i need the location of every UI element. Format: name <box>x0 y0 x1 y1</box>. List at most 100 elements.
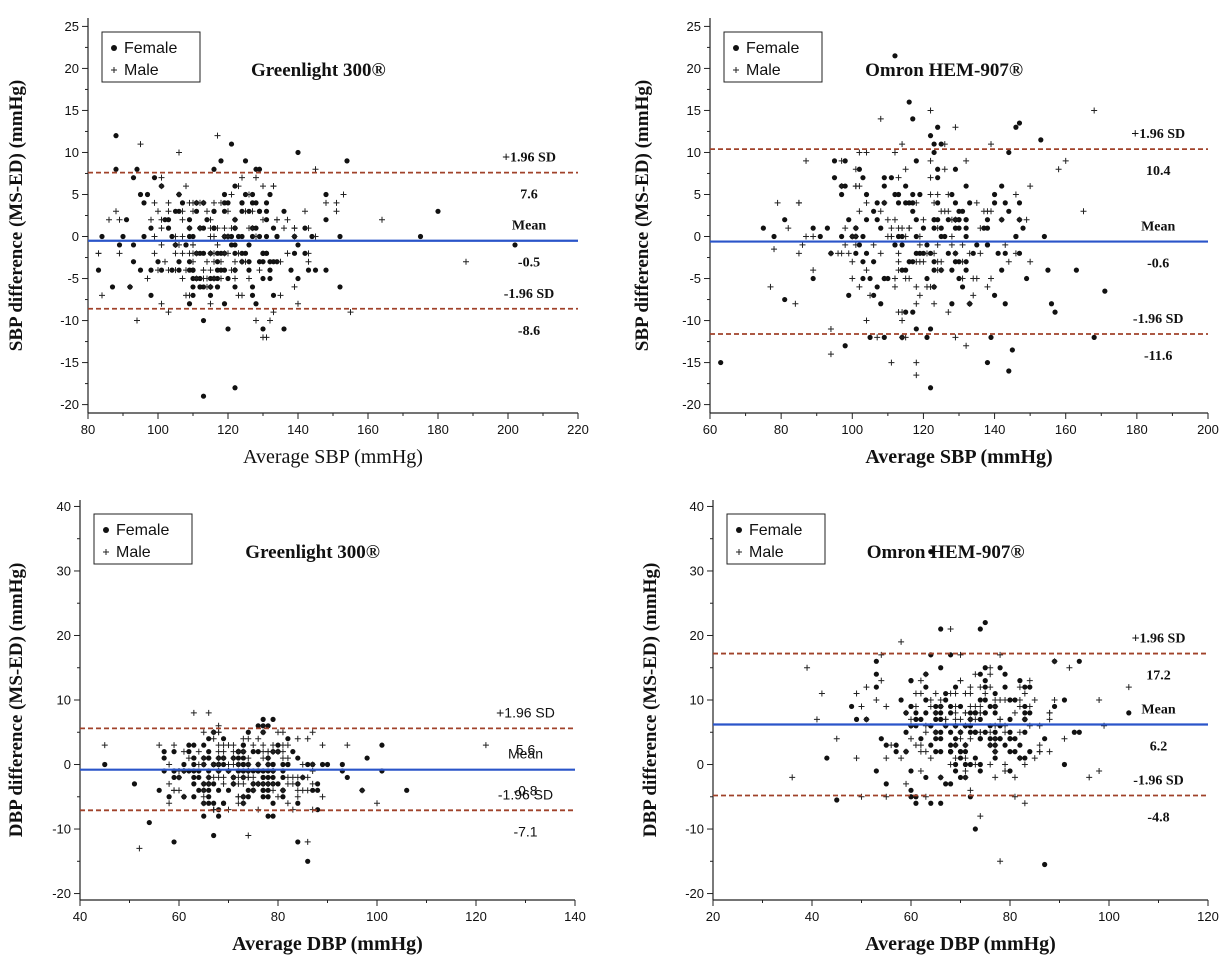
data-point-female <box>984 242 991 248</box>
data-point-male <box>134 317 140 324</box>
data-point-male <box>158 300 165 307</box>
data-point-female <box>270 225 277 231</box>
data-point-female <box>225 275 231 282</box>
data-point-female <box>171 749 177 755</box>
data-point-female <box>113 133 119 139</box>
data-point-male <box>942 716 949 723</box>
data-point-female <box>206 755 212 761</box>
data-point-male <box>982 690 989 697</box>
data-point-male <box>858 703 865 710</box>
data-point-female <box>1027 684 1033 690</box>
data-point-female <box>977 736 983 742</box>
data-point-male <box>952 124 959 131</box>
data-point-male <box>810 267 817 274</box>
data-point-male <box>1026 703 1033 710</box>
data-point-male <box>312 233 319 240</box>
data-point-female <box>908 768 914 774</box>
data-point-female <box>970 250 976 256</box>
data-point-male <box>962 755 969 762</box>
data-point-male <box>973 199 980 206</box>
data-point-female <box>873 658 879 664</box>
data-point-female <box>982 619 988 626</box>
data-point-female <box>938 800 944 806</box>
data-point-female <box>831 158 838 164</box>
data-point-female <box>315 787 321 793</box>
data-point-male <box>281 225 287 232</box>
data-point-female <box>839 191 845 198</box>
data-point-female <box>824 225 830 231</box>
data-point-male <box>179 216 186 223</box>
data-point-female <box>255 723 261 729</box>
data-point-male <box>165 267 172 274</box>
data-point-female <box>956 217 962 223</box>
data-point-female <box>260 774 266 781</box>
data-point-male <box>239 292 245 299</box>
data-point-male <box>899 309 906 316</box>
data-point-male <box>180 793 187 800</box>
data-point-male <box>171 742 178 749</box>
data-point-female <box>246 208 252 214</box>
data-point-female <box>927 385 934 391</box>
data-point-female <box>972 826 978 832</box>
data-point-female <box>963 233 969 240</box>
reference-line-label: -1.96 SD <box>504 287 555 302</box>
data-point-female <box>928 549 934 555</box>
data-point-female <box>856 166 863 172</box>
data-point-female <box>225 326 231 332</box>
data-point-male <box>305 258 312 265</box>
data-point-female <box>249 191 256 198</box>
data-point-male <box>785 225 792 232</box>
data-point-female <box>860 233 866 240</box>
data-point-male <box>172 233 179 240</box>
data-point-female <box>270 800 276 806</box>
y-axis-label: SBP difference (MS-ED) (mmHg) <box>632 80 653 351</box>
y-tick-label: 5 <box>694 187 701 202</box>
data-point-female <box>910 208 916 214</box>
data-point-male <box>977 225 984 232</box>
data-point-female <box>151 175 158 181</box>
data-point-male <box>260 729 267 736</box>
data-point-female <box>952 761 959 768</box>
data-point-male <box>156 742 163 749</box>
data-point-female <box>1022 755 1028 761</box>
data-point-female <box>903 183 909 189</box>
data-point-female <box>957 749 964 755</box>
data-point-female <box>933 716 939 722</box>
data-point-male <box>873 697 880 703</box>
data-point-female <box>176 267 182 273</box>
data-point-female <box>810 275 816 282</box>
data-point-male <box>1016 729 1023 736</box>
data-point-male <box>941 166 948 173</box>
y-tick-label: -10 <box>52 822 71 837</box>
data-point-female <box>898 697 904 703</box>
data-point-male <box>987 761 994 768</box>
data-point-female <box>123 217 130 223</box>
data-point-male <box>275 748 281 755</box>
data-point-female <box>948 749 954 755</box>
data-point-male <box>210 735 217 742</box>
data-point-female <box>263 208 270 214</box>
data-point-female <box>171 774 177 781</box>
scatter-points <box>101 709 489 864</box>
data-point-female <box>863 191 870 198</box>
data-point-male <box>881 199 888 206</box>
data-point-female <box>931 267 937 273</box>
data-point-male <box>795 199 802 206</box>
data-point-female <box>200 250 207 256</box>
data-point-male <box>767 283 774 290</box>
data-point-female <box>982 665 988 671</box>
data-point-female <box>918 736 924 742</box>
data-point-female <box>232 385 238 391</box>
data-point-male <box>347 309 354 316</box>
data-point-male <box>888 225 895 232</box>
data-point-female <box>959 208 966 214</box>
reference-line-label: -1.96 SD <box>1133 773 1184 788</box>
data-point-female <box>265 774 271 781</box>
data-point-male <box>908 735 914 742</box>
data-point-female <box>952 684 959 690</box>
data-point-male <box>895 258 902 265</box>
data-point-male <box>932 729 939 736</box>
data-point-male <box>972 761 979 768</box>
data-point-male <box>220 742 227 749</box>
data-point-female <box>948 729 954 735</box>
